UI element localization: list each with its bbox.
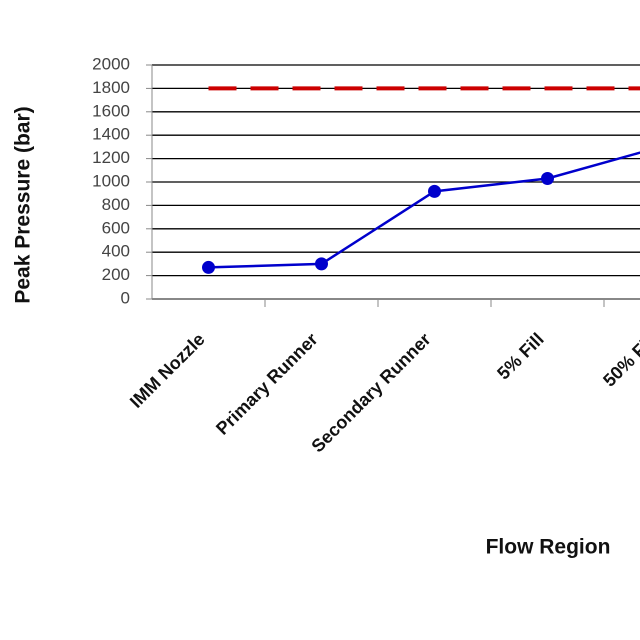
data-point — [315, 257, 328, 271]
y-tick-label: 0 — [121, 288, 130, 307]
x-axis-title: Flow Region — [486, 536, 611, 559]
y-tick-label: 600 — [102, 218, 130, 237]
y-tick-label: 800 — [102, 195, 130, 214]
y-tick-label: 1400 — [92, 125, 130, 144]
data-point — [202, 260, 215, 274]
y-tick-label: 400 — [102, 242, 130, 261]
x-tick-label: IMM Nozzle — [126, 329, 209, 412]
y-tick-label: 1800 — [92, 78, 130, 97]
y-tick-label: 1200 — [92, 148, 130, 167]
y-tick-label: 1600 — [92, 101, 130, 120]
data-point — [428, 184, 441, 198]
data-point — [541, 171, 554, 185]
x-tick-label: Primary Runner — [212, 329, 322, 439]
y-tick-label: 1000 — [92, 171, 130, 190]
series-line — [208, 151, 640, 269]
y-axis-title: Peak Pressure (bar) — [12, 106, 35, 303]
y-tick-label: 200 — [102, 265, 130, 284]
x-tick-label: 5% Fill — [493, 329, 547, 383]
y-tick-label: 2000 — [92, 54, 130, 73]
x-tick-label: 50% Fill — [599, 329, 640, 391]
x-tick-label: Secondary Runner — [307, 329, 434, 456]
